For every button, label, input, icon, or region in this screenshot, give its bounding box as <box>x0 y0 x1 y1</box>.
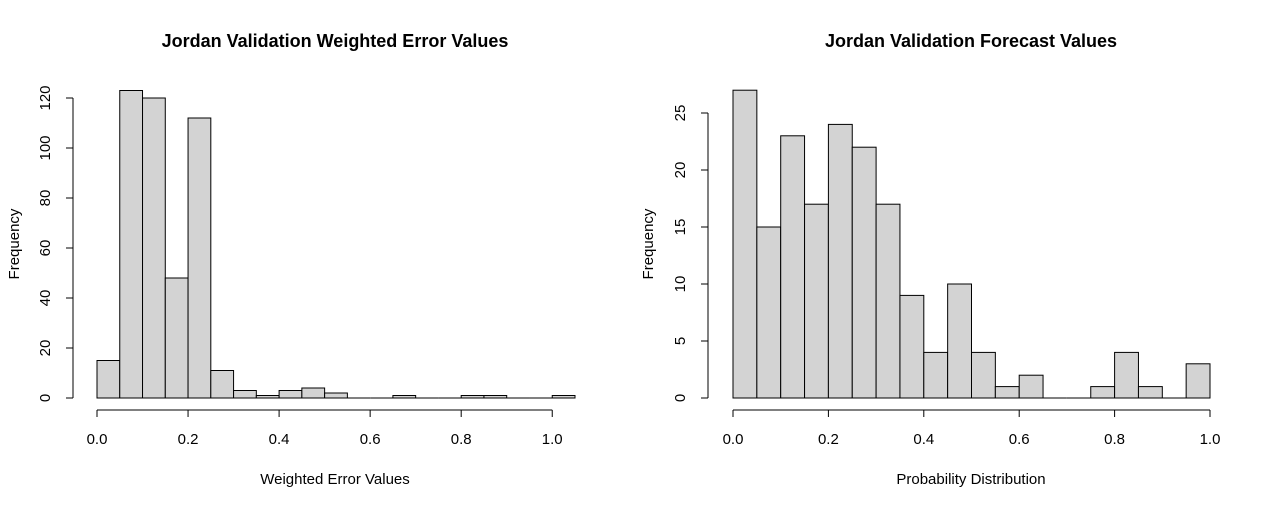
histogram-bar <box>1185 363 1211 399</box>
histogram-bar <box>827 123 853 399</box>
y-axis: 0 5 10 15 20 25 <box>672 105 709 402</box>
y-tick-label: 80 <box>37 190 54 207</box>
y-tick-label: 0 <box>37 394 54 402</box>
chart-title: Jordan Validation Weighted Error Values <box>162 31 509 51</box>
y-axis-label: Frequency <box>6 208 23 279</box>
histogram-bar <box>756 226 782 399</box>
x-tick-label: 0.4 <box>913 431 934 448</box>
histogram-bar <box>119 90 144 399</box>
x-axis: 0.0 0.2 0.4 0.6 0.8 1.0 <box>723 409 1221 448</box>
histogram-bar <box>392 395 417 399</box>
y-tick-label: 60 <box>37 240 54 257</box>
y-tick-label: 40 <box>37 290 54 307</box>
histogram-bar <box>899 294 925 399</box>
histogram-bar <box>1018 374 1044 399</box>
histogram-bar <box>1114 351 1139 399</box>
y-tick-label: 20 <box>672 162 689 179</box>
y-tick-label: 5 <box>672 337 689 345</box>
x-tick-label: 1.0 <box>542 431 563 448</box>
bars <box>732 89 1211 399</box>
y-tick-label: 10 <box>672 276 689 293</box>
histogram-bar <box>971 351 996 399</box>
x-tick-label: 0.0 <box>723 431 744 448</box>
x-axis: 0.0 0.2 0.4 0.6 0.8 1.0 <box>87 409 563 448</box>
histogram-bar <box>947 283 973 399</box>
histogram-bar <box>732 89 758 399</box>
histogram-bar <box>164 277 189 399</box>
y-tick-label: 20 <box>37 340 54 357</box>
y-axis: 0 20 40 60 80 100 120 <box>37 85 74 402</box>
y-axis-label: Frequency <box>640 208 657 279</box>
x-axis-label: Probability Distribution <box>896 471 1045 488</box>
histogram-bar <box>1090 386 1116 399</box>
histogram-bar <box>460 395 485 399</box>
histogram-bar <box>483 395 508 399</box>
histogram-bar <box>804 203 829 399</box>
x-tick-label: 0.2 <box>818 431 839 448</box>
histogram-bar <box>278 390 303 399</box>
histogram-bar <box>324 392 348 399</box>
x-tick-label: 0.4 <box>269 431 290 448</box>
histogram-weighted-error: Jordan Validation Weighted Error Values … <box>6 31 576 488</box>
histogram-bar <box>210 370 235 399</box>
histogram-bar <box>142 97 166 399</box>
histogram-bar <box>1137 386 1163 399</box>
x-tick-label: 0.6 <box>360 431 381 448</box>
histogram-bar <box>96 360 121 399</box>
x-tick-label: 0.6 <box>1009 431 1030 448</box>
x-tick-label: 0.8 <box>451 431 472 448</box>
histogram-bar <box>301 387 326 399</box>
histogram-forecast-values: Jordan Validation Forecast Values Probab… <box>640 31 1220 488</box>
y-tick-label: 100 <box>37 135 54 160</box>
chart-title: Jordan Validation Forecast Values <box>825 31 1117 51</box>
y-tick-label: 0 <box>672 394 689 402</box>
x-tick-label: 0.2 <box>178 431 199 448</box>
histogram-bar <box>255 395 280 399</box>
histogram-bar <box>551 395 576 399</box>
histogram-bar <box>780 135 806 399</box>
bars <box>96 90 576 399</box>
histogram-bar <box>923 351 949 399</box>
histogram-bar <box>994 386 1020 399</box>
x-tick-label: 1.0 <box>1200 431 1221 448</box>
y-tick-label: 25 <box>672 105 689 122</box>
x-tick-label: 0.8 <box>1104 431 1125 448</box>
x-tick-label: 0.0 <box>87 431 108 448</box>
histogram-bar <box>187 117 212 399</box>
histogram-bar <box>851 146 877 399</box>
y-tick-label: 15 <box>672 219 689 236</box>
x-axis-label: Weighted Error Values <box>260 471 410 488</box>
y-tick-label: 120 <box>37 85 54 110</box>
histogram-bar <box>233 390 257 399</box>
histogram-bar <box>875 203 901 399</box>
